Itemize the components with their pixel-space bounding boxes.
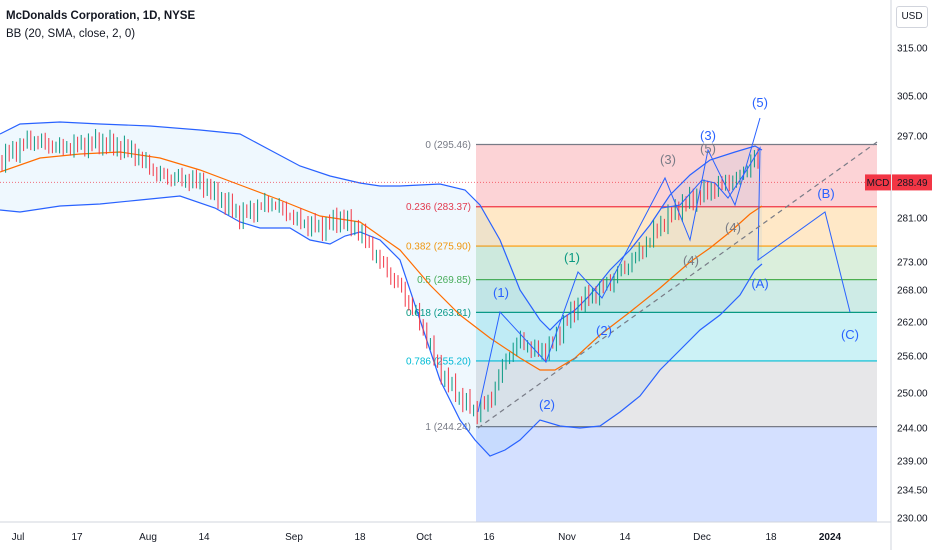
fib-level-label: 0.5 (269.85) [417, 275, 471, 286]
x-tick-label: 14 [619, 532, 631, 543]
x-tick-label: 18 [765, 532, 777, 543]
wave-label: (1) [564, 250, 580, 265]
currency-button[interactable]: USD [896, 6, 928, 28]
x-tick-label: Sep [285, 532, 303, 543]
y-tick-label: 297.00 [897, 132, 928, 143]
x-tick-label: Jul [12, 532, 25, 543]
y-tick-label: 273.00 [897, 258, 928, 269]
fib-level-label: 0 (295.46) [425, 140, 471, 151]
last-price-tag: 288.49 [897, 178, 928, 189]
x-tick-label: Nov [558, 532, 576, 543]
bb-lower-line [0, 195, 763, 457]
wave-drawings[interactable]: (1) (2) (1) (2) (3) (4) (3) (4) (5) (5) (A) (B) (C) [477, 95, 878, 429]
x-tick-label: 17 [71, 532, 83, 543]
x-tick-label: 2024 [819, 532, 842, 543]
fib-extension-zone [476, 426, 877, 522]
price-bars [1, 128, 759, 425]
wave-label: (5) [700, 141, 716, 156]
bb-upper-line [0, 121, 763, 331]
x-tick-label: Aug [139, 532, 157, 543]
wave-label: (2) [539, 397, 555, 412]
wave-label: (4) [683, 253, 699, 268]
y-tick-label: 239.00 [897, 457, 928, 468]
y-tick-label: 268.00 [897, 286, 928, 297]
wave-label: (1) [493, 285, 509, 300]
symbol-tag-bg [865, 174, 891, 191]
x-tick-label: Oct [416, 532, 432, 543]
y-tick-label: 281.00 [897, 214, 928, 225]
fib-level-label: 0.236 (283.37) [406, 202, 471, 213]
wave-label: (2) [596, 323, 612, 338]
bollinger-bands [0, 121, 763, 457]
y-tick-label: 315.00 [897, 44, 928, 55]
wave-path [661, 146, 851, 313]
fib-zone [476, 144, 877, 207]
fib-zone [476, 360, 877, 427]
wave-label: (C) [841, 327, 859, 342]
wave-label: (4) [725, 220, 741, 235]
trend-line [477, 141, 878, 429]
fib-zone [476, 206, 877, 247]
x-tick-label: 14 [198, 532, 210, 543]
fib-level-label: 1 (244.24) [425, 422, 471, 433]
fib-retracement[interactable]: 0 (295.46) 0.236 (283.37) 0.382 (275.90) 0.… [406, 140, 877, 522]
symbol-title[interactable]: McDonalds Corporation, 1D, NYSE [6, 10, 196, 22]
bb-basis-line [0, 151, 763, 371]
y-tick-label: 244.00 [897, 424, 928, 435]
x-tick-label: 18 [354, 532, 366, 543]
fib-level-label: 0.618 (263.81) [406, 308, 471, 319]
bb-fill [0, 122, 762, 456]
y-tick-label: 305.00 [897, 92, 928, 103]
symbol-tag: MCD [867, 178, 890, 189]
wave-label: (3) [700, 128, 716, 143]
y-tick-label: 250.00 [897, 389, 928, 400]
fib-level-label: 0.382 (275.90) [406, 242, 471, 253]
y-tick-label: 234.50 [897, 486, 928, 497]
wave-label: (B) [817, 186, 834, 201]
y-tick-label: 230.00 [897, 514, 928, 525]
indicator-label[interactable]: BB (20, SMA, close, 2, 0) [6, 28, 136, 40]
last-price-tag-bg [892, 174, 932, 191]
y-tick-label: 256.00 [897, 352, 928, 363]
wave-label: (5) [752, 95, 768, 110]
x-tick-label: Dec [693, 532, 711, 543]
wave-path [477, 117, 761, 413]
y-tick-label: 262.00 [897, 318, 928, 329]
chart-legend: McDonalds Corporation, 1D, NYSE BB (20, … [6, 7, 195, 43]
x-tick-label: 16 [483, 532, 495, 543]
wave-label: (3) [660, 152, 676, 167]
fib-level-label: 0.786 (255.20) [406, 356, 471, 367]
wave-label: (A) [751, 276, 768, 291]
